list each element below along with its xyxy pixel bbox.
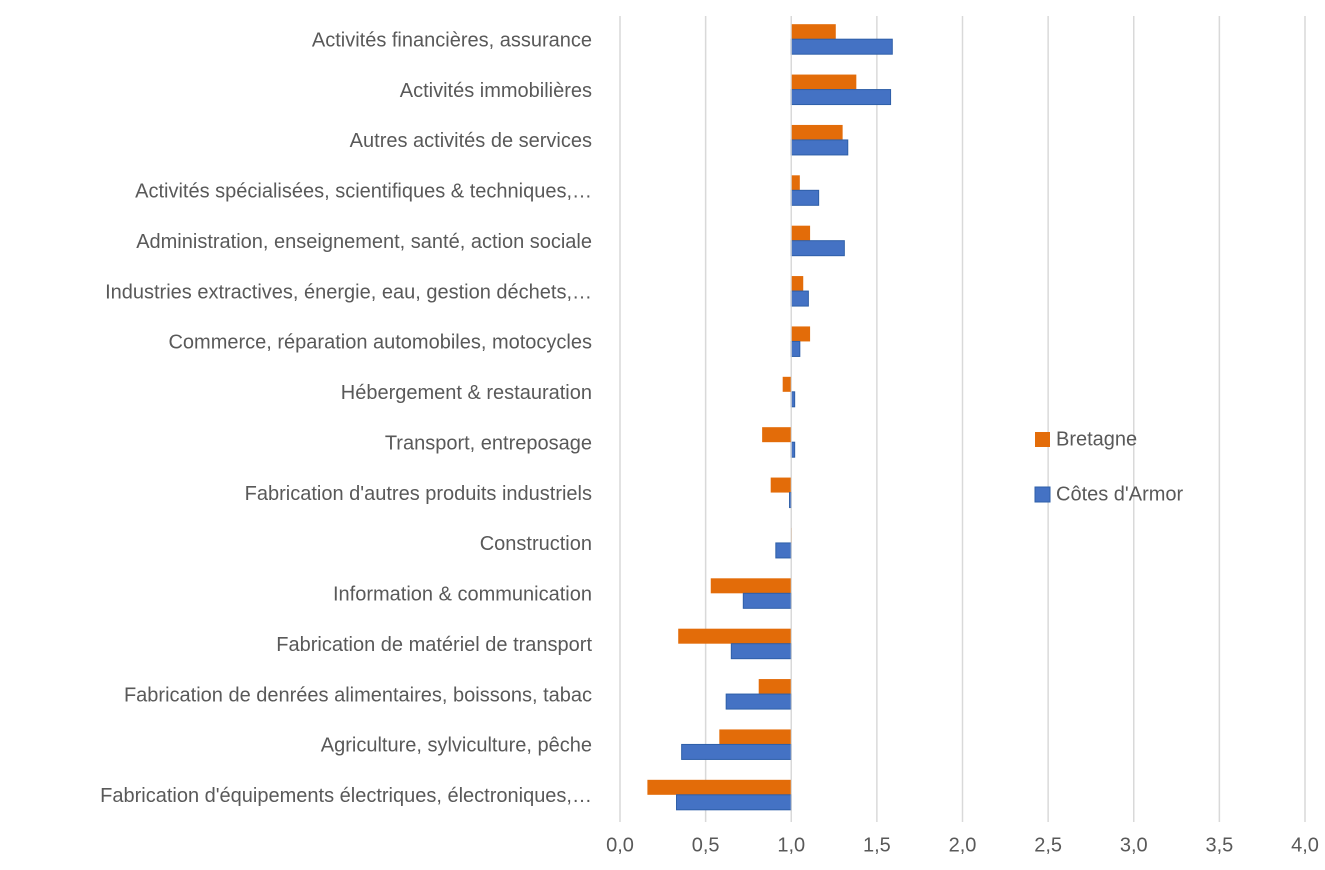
bar <box>790 441 796 458</box>
x-tick-label: 3,5 <box>1205 834 1233 856</box>
x-tick-label: 0,5 <box>692 834 720 856</box>
bar <box>790 189 820 206</box>
y-tick-label: Agriculture, sylviculture, pêche <box>321 735 592 757</box>
bar <box>790 290 809 307</box>
x-tick-label: 3,0 <box>1120 834 1148 856</box>
bar <box>790 340 801 357</box>
bar <box>790 139 849 156</box>
y-tick-label: Hébergement & restauration <box>341 382 592 404</box>
bar <box>678 628 792 644</box>
legend-label: Côtes d'Armor <box>1056 483 1184 505</box>
bar <box>790 391 796 408</box>
x-tick-label: 2,0 <box>949 834 977 856</box>
bar <box>790 89 892 106</box>
x-tick-label: 4,0 <box>1291 834 1319 856</box>
bar <box>791 276 804 292</box>
y-tick-label: Industries extractives, énergie, eau, ge… <box>105 281 592 303</box>
legend-label: Bretagne <box>1056 428 1137 450</box>
x-tick-label: 2,5 <box>1034 834 1062 856</box>
legend-swatch <box>1034 486 1051 503</box>
y-tick-label: Construction <box>480 533 592 555</box>
bar <box>790 38 893 55</box>
x-tick-label: 1,0 <box>777 834 805 856</box>
bar <box>790 240 845 257</box>
bar <box>791 74 857 90</box>
bar <box>710 578 792 594</box>
bar <box>791 175 800 191</box>
bar <box>770 477 792 493</box>
bar <box>742 592 792 609</box>
bar <box>681 743 792 760</box>
y-tick-label: Commerce, réparation automobiles, motocy… <box>168 332 592 354</box>
bar <box>647 779 792 795</box>
bar <box>719 729 792 745</box>
y-tick-label: Fabrication d'équipements électriques, é… <box>100 785 592 807</box>
y-tick-label: Autres activités de services <box>350 130 592 152</box>
x-tick-label: 1,5 <box>863 834 891 856</box>
y-tick-label: Transport, entreposage <box>385 432 592 454</box>
bar <box>791 225 811 241</box>
y-tick-label: Administration, enseignement, santé, act… <box>136 231 592 253</box>
bar <box>762 427 792 443</box>
bar <box>782 376 792 392</box>
legend-swatch <box>1035 432 1050 447</box>
y-tick-label: Fabrication de matériel de transport <box>276 634 592 656</box>
y-tick-label: Activités financières, assurance <box>312 29 592 51</box>
bar <box>676 794 792 811</box>
bar <box>775 542 792 559</box>
y-tick-label: Information & communication <box>333 584 592 606</box>
bar <box>725 693 792 710</box>
y-tick-label: Activités immobilières <box>400 80 592 102</box>
bar <box>758 679 792 695</box>
bar <box>791 24 836 40</box>
y-tick-label: Fabrication d'autres produits industriel… <box>245 483 592 505</box>
x-tick-label: 0,0 <box>606 834 634 856</box>
bar <box>791 124 843 140</box>
bar <box>791 326 811 342</box>
y-tick-label: Activités spécialisées, scientifiques & … <box>135 181 592 203</box>
y-tick-label: Fabrication de denrées alimentaires, boi… <box>124 684 592 706</box>
bar <box>730 643 792 660</box>
